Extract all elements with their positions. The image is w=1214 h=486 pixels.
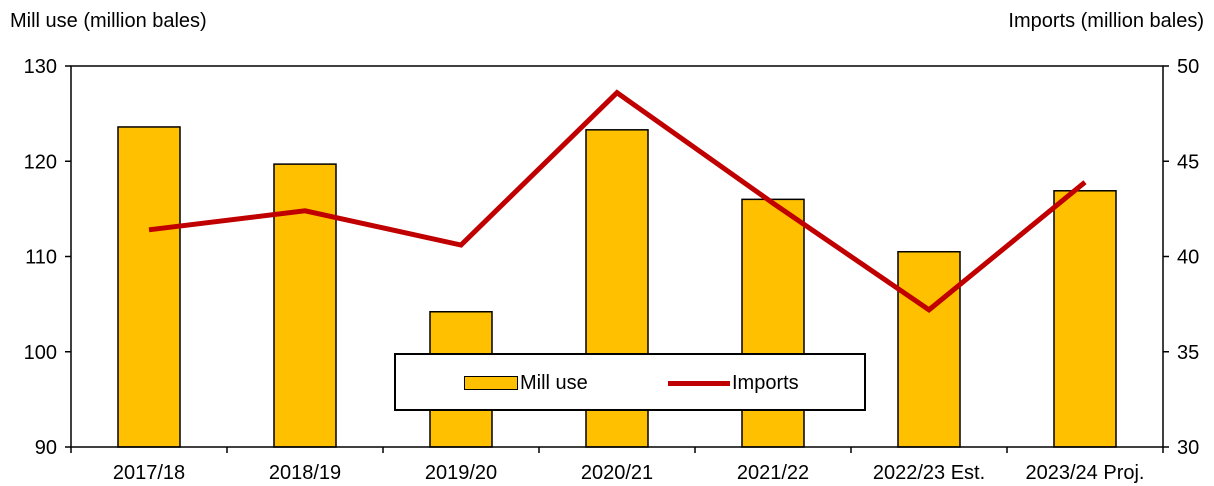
bar-mill-use-5 — [897, 250, 961, 448]
right-tick-label-2: 40 — [1177, 247, 1199, 269]
right-axis-title: Imports (million bales) — [1008, 10, 1204, 32]
left-tick-label-1: 100 — [24, 342, 57, 364]
right-tick-label-3: 45 — [1177, 151, 1199, 173]
x-tick-label-0: 2017/18 — [113, 462, 185, 484]
legend-swatch-mill-use — [464, 376, 518, 390]
bar-mill-use-0 — [117, 126, 181, 448]
x-tick-label-3: 2020/21 — [581, 462, 653, 484]
legend-swatch-imports — [668, 380, 730, 386]
right-tick-label-4: 50 — [1177, 56, 1199, 78]
legend: Mill use Imports — [394, 353, 866, 411]
left-tick-label-2: 110 — [25, 247, 57, 269]
legend-label-mill-use: Mill use — [520, 371, 588, 394]
legend-label-imports: Imports — [732, 371, 799, 394]
legend-item-mill-use: Mill use — [464, 369, 588, 397]
x-tick-label-5: 2022/23 Est. — [873, 462, 985, 484]
right-tick-label-1: 35 — [1177, 342, 1199, 364]
x-tick-label-1: 2018/19 — [269, 462, 341, 484]
x-tick-label-4: 2021/22 — [737, 462, 809, 484]
left-axis-title: Mill use (million bales) — [10, 10, 207, 32]
left-tick-label-3: 120 — [24, 151, 57, 173]
legend-item-imports: Imports — [668, 369, 799, 397]
left-tick-label-0: 90 — [35, 437, 57, 459]
x-tick-label-6: 2023/24 Proj. — [1026, 462, 1145, 484]
bar-mill-use-1 — [273, 163, 337, 448]
left-tick-label-4: 130 — [24, 56, 57, 78]
bar-mill-use-6 — [1053, 190, 1117, 448]
x-tick-label-2: 2019/20 — [425, 462, 497, 484]
right-tick-label-0: 30 — [1177, 437, 1199, 459]
